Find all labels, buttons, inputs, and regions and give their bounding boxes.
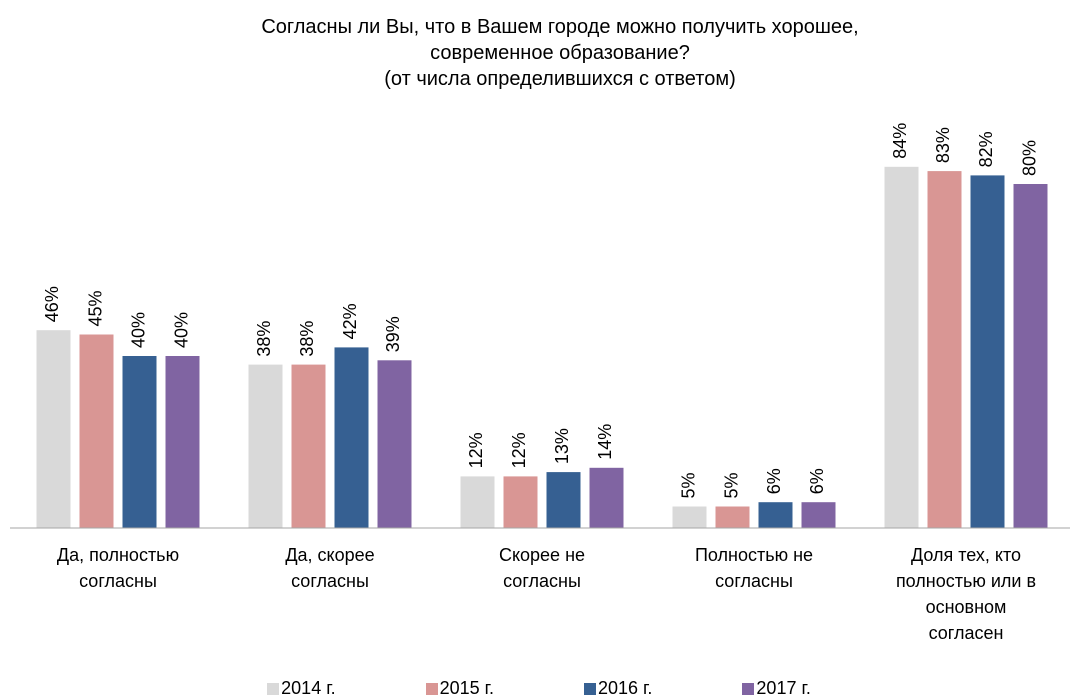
value-label: 5% bbox=[678, 472, 698, 498]
value-label: 14% bbox=[595, 424, 615, 460]
value-label: 39% bbox=[383, 316, 403, 352]
bar bbox=[248, 364, 283, 528]
x-tick-label: Да, скорее согласны bbox=[285, 545, 375, 591]
legend-item: 2017 г. bbox=[742, 678, 811, 699]
bar bbox=[460, 476, 495, 528]
legend-item: 2015 г. bbox=[425, 678, 494, 699]
value-label: 82% bbox=[976, 131, 996, 167]
bar bbox=[122, 356, 157, 528]
legend-label: 2014 г. bbox=[281, 678, 336, 698]
value-label: 42% bbox=[340, 303, 360, 339]
bar bbox=[79, 334, 114, 528]
bar bbox=[672, 506, 707, 528]
bar bbox=[801, 502, 836, 528]
value-label: 38% bbox=[297, 321, 317, 357]
bar bbox=[715, 506, 750, 528]
bar bbox=[589, 467, 624, 528]
legend-swatch bbox=[742, 682, 755, 695]
bar bbox=[503, 476, 538, 528]
value-label: 84% bbox=[890, 123, 910, 159]
bar bbox=[334, 347, 369, 528]
legend-label: 2015 г. bbox=[439, 678, 494, 698]
legend-swatch bbox=[267, 682, 280, 695]
bar bbox=[970, 175, 1005, 528]
value-label: 12% bbox=[509, 432, 529, 468]
legend: 2014 г. 2015 г. 2016 г. 2017 г. bbox=[0, 678, 1078, 699]
value-label: 40% bbox=[128, 312, 148, 348]
bar bbox=[165, 356, 200, 528]
bar bbox=[377, 360, 412, 528]
bar bbox=[291, 364, 326, 528]
legend-item: 2016 г. bbox=[584, 678, 652, 699]
x-tick-label: Скорее не согласны bbox=[498, 545, 586, 591]
x-tick-label: Доля тех, кто полностью или в основном с… bbox=[895, 545, 1037, 643]
bar bbox=[927, 171, 962, 528]
value-label: 6% bbox=[807, 468, 827, 494]
x-tick-label: Да, полностью согласны bbox=[56, 545, 180, 591]
value-label: 40% bbox=[171, 312, 191, 348]
value-label: 46% bbox=[42, 286, 62, 322]
bar bbox=[758, 502, 793, 528]
value-label: 80% bbox=[1019, 140, 1039, 176]
legend-label: 2017 г. bbox=[756, 678, 811, 698]
value-label: 5% bbox=[721, 472, 741, 498]
bar bbox=[884, 166, 919, 529]
legend-label: 2016 г. bbox=[598, 678, 653, 698]
x-tick-label: Полностью не согласны bbox=[694, 545, 814, 591]
bar bbox=[1013, 184, 1048, 528]
value-label: 13% bbox=[552, 428, 572, 464]
legend-swatch bbox=[584, 682, 596, 695]
bar bbox=[546, 472, 581, 528]
value-label: 6% bbox=[764, 468, 784, 494]
chart-title: Согласны ли Вы, что в Вашем городе можно… bbox=[261, 16, 859, 90]
legend-item: 2014 г. bbox=[267, 678, 336, 699]
value-label: 12% bbox=[466, 432, 486, 468]
bar bbox=[36, 330, 71, 528]
legend-swatch bbox=[425, 682, 438, 695]
value-label: 83% bbox=[933, 127, 953, 163]
value-label: 38% bbox=[254, 321, 274, 357]
value-label: 45% bbox=[85, 290, 105, 326]
